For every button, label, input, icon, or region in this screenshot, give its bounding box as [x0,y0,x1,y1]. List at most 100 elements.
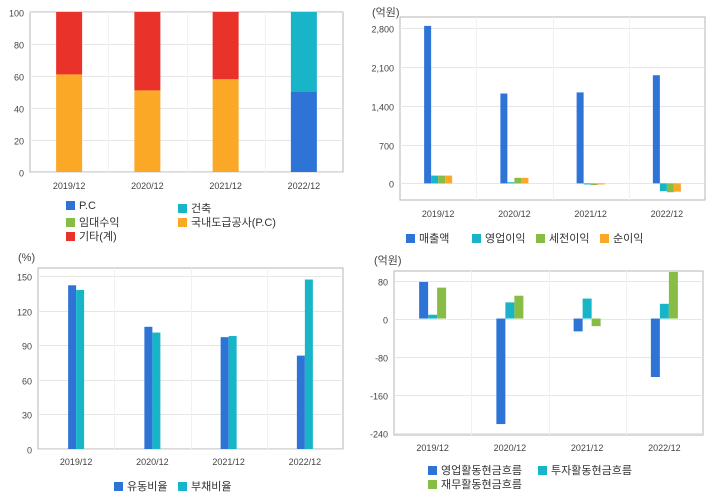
legend-label: 투자활동현금흐름 [551,465,632,477]
income-chart: 0 700 1,400 2,100 2,800 2019/12 2020/12 2021/12… [371,16,706,219]
x-tick-label: 2019/12 [53,181,86,191]
bar-부채비율-2020-12 [152,332,161,449]
legend-item-pc[interactable]: P.C [66,200,96,212]
legend-label: 부채비율 [191,481,232,493]
x-tick-label: 2021/12 [574,209,607,219]
bar-순이익-2019-12 [445,175,453,184]
y-tick-label: 150 [17,273,32,283]
bar-재무활동현금흐름-2019-12 [437,287,447,319]
x-tick-label: 2022/12 [651,209,684,219]
bar-유동비율-2021-12 [220,337,229,449]
legend-swatch [536,234,545,243]
bar-부채비율-2021-12 [228,336,237,449]
bar-재무활동현금흐름-2021-12 [591,318,601,327]
y-tick-label: 0 [27,446,32,456]
y-tick-label: 2,100 [371,64,394,74]
bar-국내도급공사-p-c--2021-12 [212,79,239,172]
legend-item-operating-cf[interactable]: 영업활동현금흐름 [428,462,522,478]
revenue-mix-legend: P.C 건축 임대수익 국내도급공사(P.C) 기타(계) [0,198,360,248]
plot-area [29,11,344,173]
legend-swatch [538,466,547,475]
bar-재무활동현금흐름-2020-12 [514,295,524,319]
bar-영업이익-2019-12 [431,175,439,184]
ratios-legend: 유동비율 부채비율 [0,476,360,494]
revenue-mix-chart: 0 20 40 60 80 100 2019/12 2020/12 2021/12 2022/12 [9,9,344,191]
legend-label: 건축 [191,203,212,215]
bar-투자활동현금흐름-2020-12 [505,302,515,319]
y-tick-label: 0 [19,169,24,179]
bar-투자활동현금흐름-2022-12 [659,303,669,319]
bar-재무활동현금흐름-2022-12 [668,271,678,319]
y-tick-label: 30 [22,411,32,421]
bar-순이익-2022-12 [673,183,681,192]
x-tick-label: 2022/12 [648,443,681,453]
bar-투자활동현금흐름-2019-12 [428,314,438,319]
bar-국내도급공사-p-c--2020-12 [134,90,161,172]
income-unit-label: (억원) [372,7,400,19]
legend-swatch [66,218,75,227]
y-tick-label: 80 [14,41,24,51]
legend-label: 순이익 [613,233,644,245]
bar-매출액-2020-12 [500,93,508,184]
bar-유동비율-2019-12 [68,285,77,449]
bar-부채비율-2022-12 [304,279,313,449]
legend-label: 국내도급공사(P.C) [191,217,276,229]
x-tick-label: 2021/12 [571,443,604,453]
legend-label: P.C [79,200,96,212]
y-tick-label: 60 [22,377,32,387]
legend-item-net-profit[interactable]: 순이익 [600,230,643,246]
bar-p-c-2022-12 [290,92,317,172]
legend-item-rental[interactable]: 임대수익 [66,214,119,230]
legend-swatch [114,482,123,491]
legend-swatch [178,218,187,227]
bar-건축-2022-12 [290,12,317,92]
x-tick-label: 2019/12 [416,443,449,453]
y-tick-label: 700 [379,142,394,152]
bar-기타-계--2020-12 [134,12,161,91]
legend-label: 유동비율 [127,481,168,493]
legend-item-revenue[interactable]: 매출액 [406,230,449,246]
revenue-mix-panel: 0 20 40 60 80 100 2019/12 2020/12 2021/12 2022/12… [0,0,360,248]
legend-swatch [428,480,437,489]
x-tick-label: 2020/12 [498,209,531,219]
legend-item-other[interactable]: 기타(계) [66,228,117,244]
legend-swatch [178,482,187,491]
x-tick-label: 2021/12 [212,457,245,467]
legend-swatch [66,201,75,210]
bar-매출액-2021-12 [576,92,584,184]
bar-매출액-2022-12 [652,75,660,184]
y-tick-label: -80 [375,354,388,364]
legend-label: 재무활동현금흐름 [441,479,522,491]
x-tick-label: 2022/12 [288,181,321,191]
bar-영업활동현금흐름-2022-12 [650,318,660,378]
legend-item-domestic-contract[interactable]: 국내도급공사(P.C) [178,214,276,230]
y-tick-label: 0 [383,316,388,326]
bar-유동비율-2020-12 [144,326,153,449]
legend-item-operating-profit[interactable]: 영업이익 [472,230,525,246]
bar-영업활동현금흐름-2019-12 [419,281,429,319]
bar-투자활동현금흐름-2021-12 [582,298,592,319]
x-tick-label: 2020/12 [136,457,169,467]
legend-item-financing-cf[interactable]: 재무활동현금흐름 [428,476,522,492]
bar-유동비율-2022-12 [296,355,305,449]
y-tick-label: 40 [14,105,24,115]
y-tick-label: 90 [22,342,32,352]
legend-item-pretax-profit[interactable]: 세전이익 [536,230,589,246]
y-tick-label: 100 [9,9,24,19]
y-tick-label: -160 [370,392,388,402]
legend-item-investing-cf[interactable]: 투자활동현금흐름 [538,462,632,478]
bar-기타-계--2021-12 [212,12,239,80]
legend-label: 영업활동현금흐름 [441,465,522,477]
legend-item-debt-ratio[interactable]: 부채비율 [178,478,231,494]
bar-순이익-2020-12 [521,177,529,184]
y-tick-label: 1,400 [371,103,394,113]
x-tick-label: 2020/12 [131,181,164,191]
legend-item-architecture[interactable]: 건축 [178,200,211,216]
income-panel: (억원) 0 700 1,400 2,100 2,800 2019/12 2020/12 20… [360,0,720,248]
x-tick-label: 2022/12 [289,457,322,467]
legend-item-current-ratio[interactable]: 유동비율 [114,478,167,494]
legend-swatch [600,234,609,243]
legend-swatch [472,234,481,243]
x-tick-label: 2020/12 [494,443,527,453]
plot-area [37,267,344,450]
